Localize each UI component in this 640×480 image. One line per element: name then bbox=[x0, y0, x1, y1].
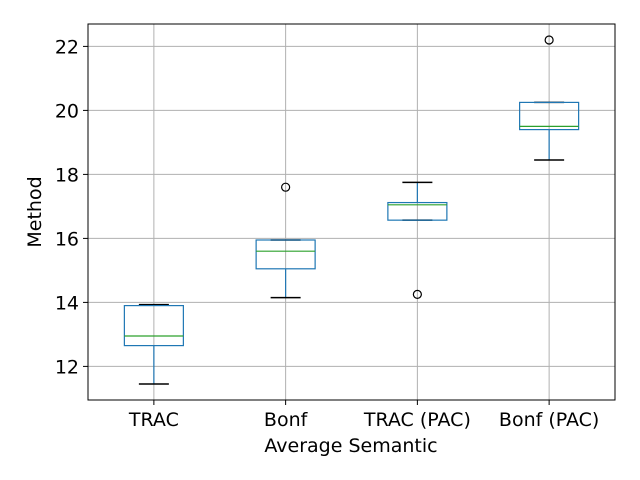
x-tick-label: TRAC bbox=[128, 409, 179, 431]
iqr-box bbox=[123, 305, 184, 347]
y-tick-label: 20 bbox=[55, 100, 79, 122]
y-axis-label: Method bbox=[24, 176, 46, 247]
y-tick-label: 16 bbox=[55, 228, 79, 250]
iqr-box bbox=[387, 201, 448, 221]
boxes bbox=[123, 35, 580, 385]
y-tick-label: 22 bbox=[55, 36, 79, 58]
x-tick-label: Bonf bbox=[264, 409, 309, 431]
outlier-point bbox=[281, 182, 291, 192]
y-tick-label: 18 bbox=[55, 164, 79, 186]
iqr-box bbox=[255, 239, 316, 270]
x-axis-label: Average Semantic bbox=[264, 435, 437, 457]
outlier-point bbox=[412, 289, 422, 299]
iqr-box bbox=[519, 101, 580, 131]
y-tick-label: 12 bbox=[55, 356, 79, 378]
x-tick-label: Bonf (PAC) bbox=[499, 409, 599, 431]
axis-ticks: 12 14 16 18 20 22 TRAC Bonf TRAC (PAC) Bonf (PAC) bbox=[55, 36, 600, 431]
plot-area-frame bbox=[87, 23, 616, 401]
x-tick-label: TRAC (PAC) bbox=[363, 409, 471, 431]
grid-lines bbox=[88, 24, 615, 400]
outlier-point bbox=[544, 35, 554, 45]
y-tick-label: 14 bbox=[55, 292, 79, 314]
